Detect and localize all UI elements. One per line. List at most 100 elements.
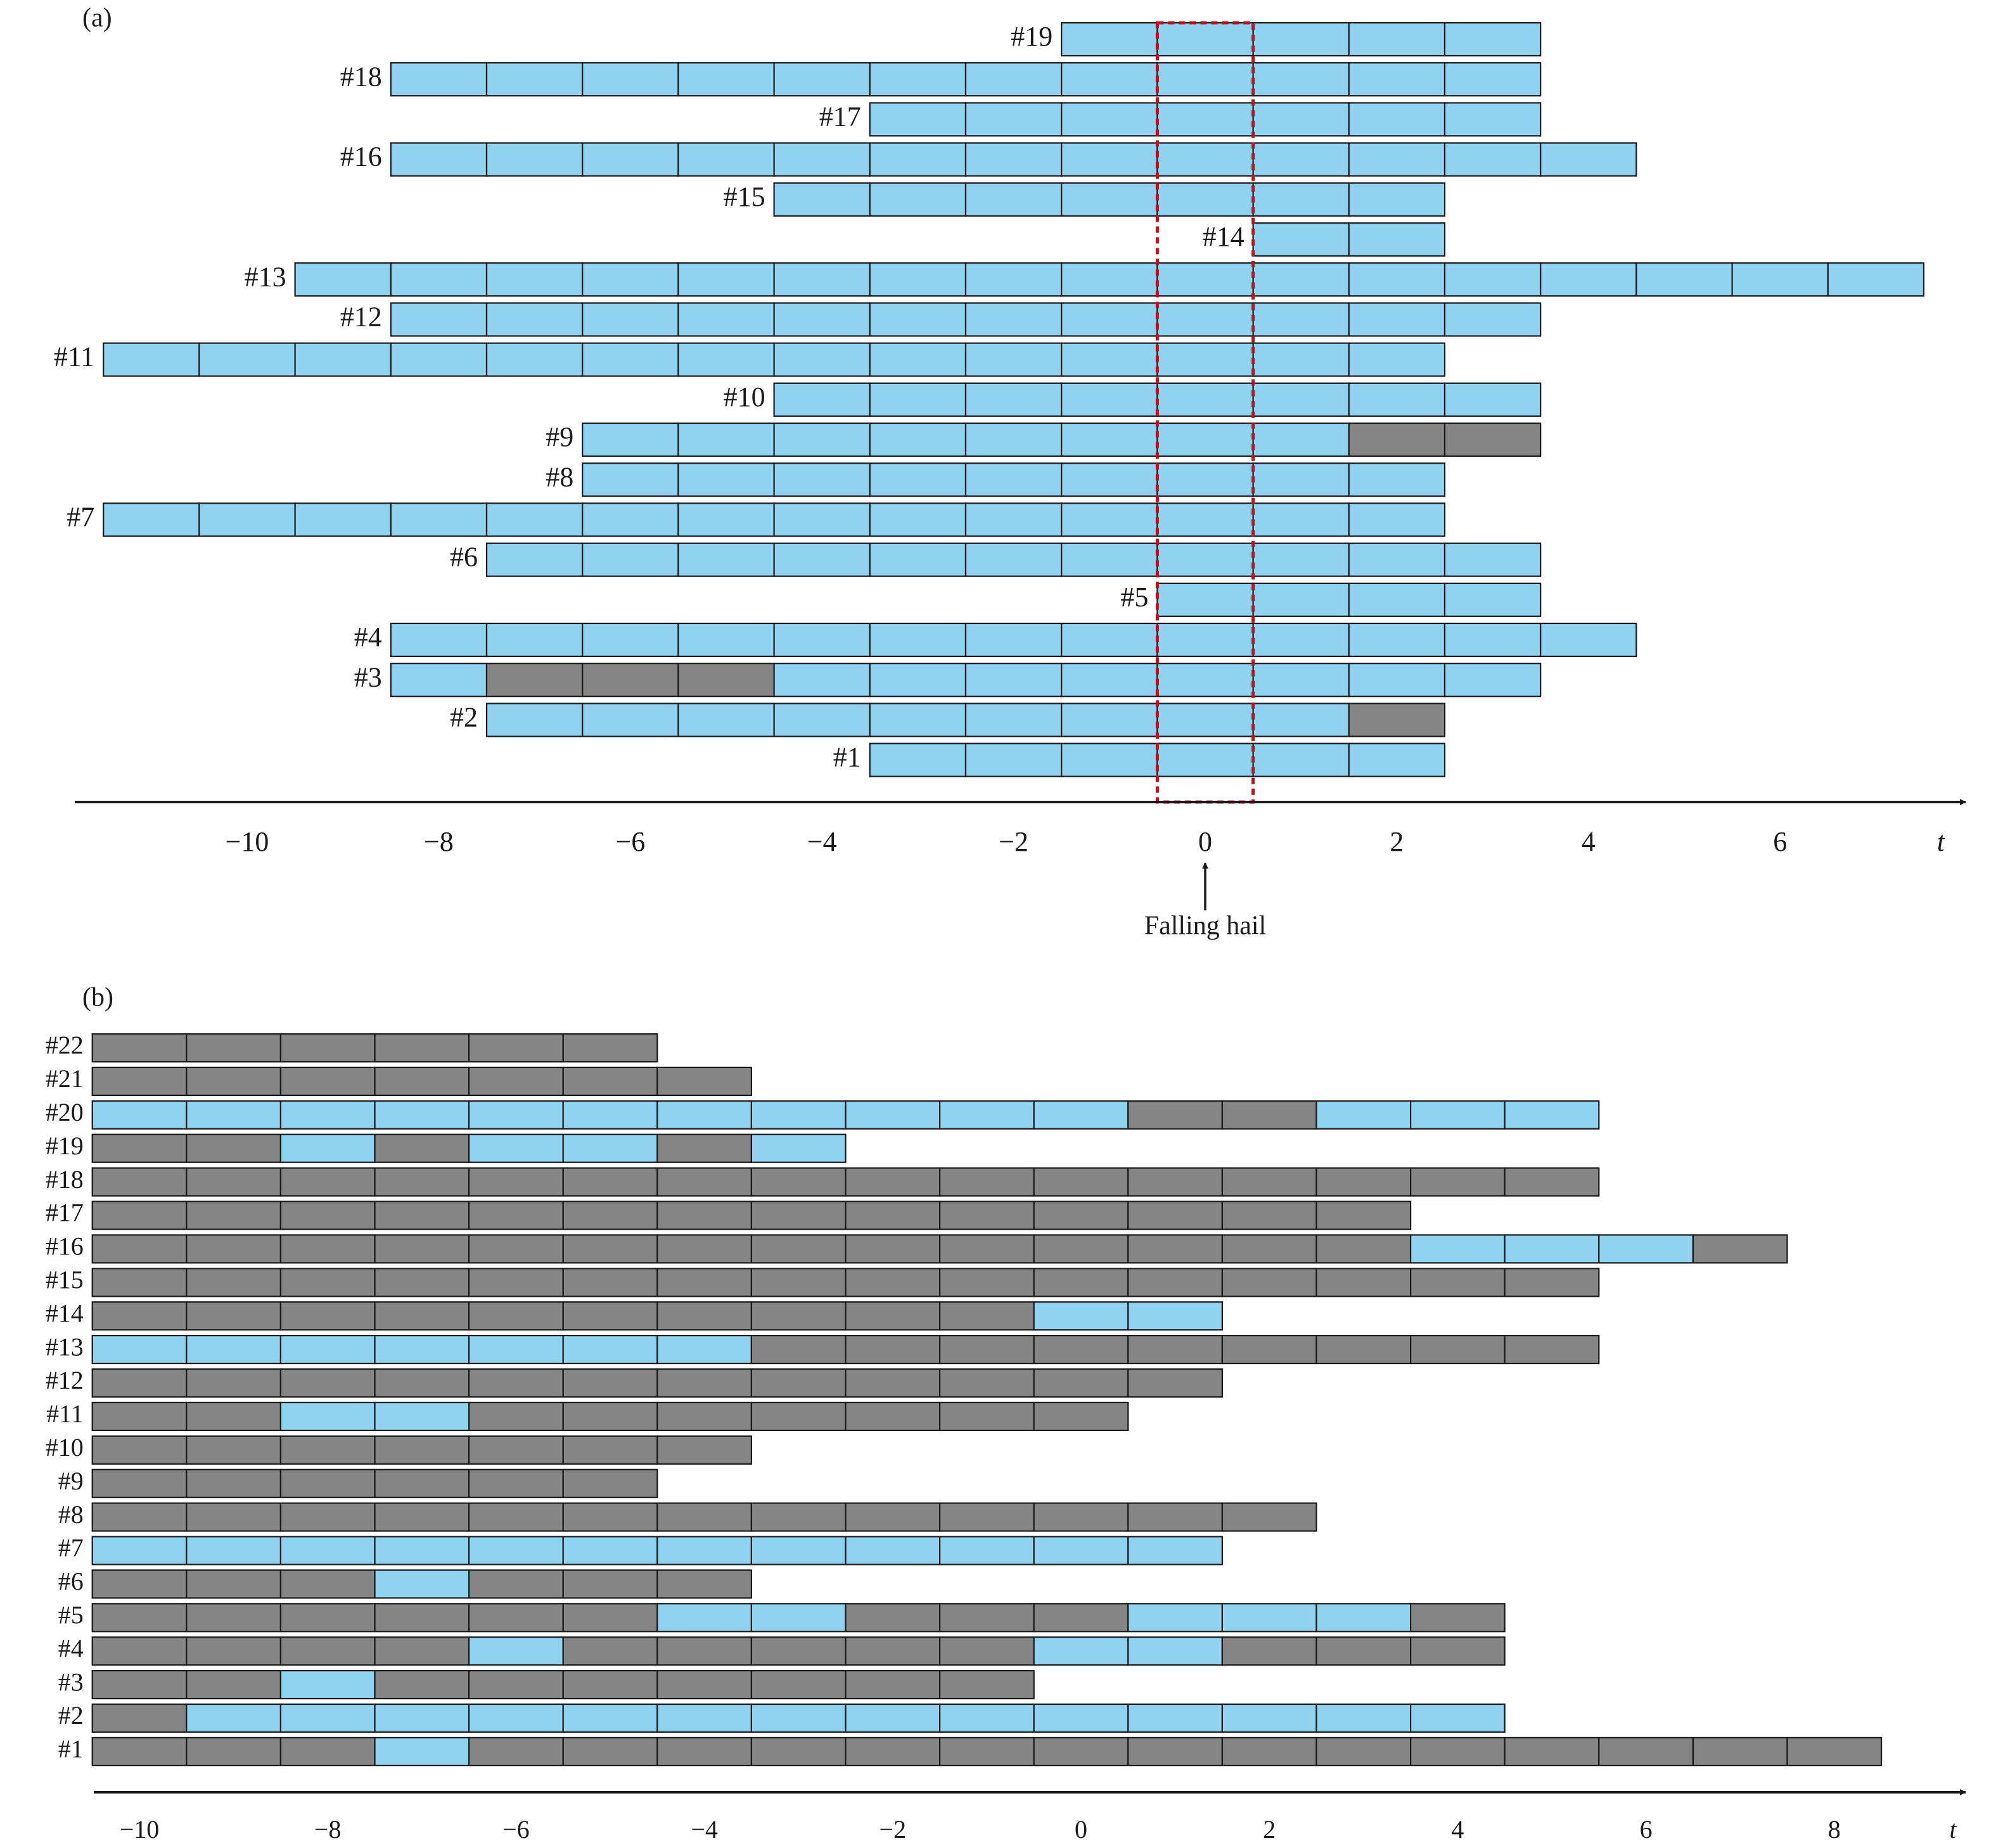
gantt-cell-light [294, 262, 392, 297]
gantt-cell-light [938, 1100, 1035, 1130]
annotation-label: Falling hail [1144, 912, 1267, 941]
gantt-cell-light [468, 1536, 564, 1565]
gantt-cell-light [1443, 622, 1542, 658]
track-label: #19 [1011, 21, 1052, 52]
gantt-cell-light [869, 502, 967, 537]
gantt-cell-dark [485, 663, 584, 698]
gantt-cell-dark [1221, 1335, 1317, 1365]
gantt-cell-light [103, 342, 200, 377]
gantt-cell-dark [1315, 1736, 1412, 1766]
gantt-cell-light [773, 703, 871, 737]
panel-label: (a) [82, 4, 112, 33]
gantt-cell-light [1127, 1301, 1224, 1331]
gantt-cell-dark [1221, 1636, 1317, 1666]
track-label: #2 [450, 701, 478, 732]
gantt-cell-dark [186, 1569, 281, 1599]
gantt-cell-light [485, 502, 584, 537]
gantt-cell-light [1443, 582, 1542, 617]
gantt-cell-light [964, 542, 1063, 577]
gantt-cell-light [964, 342, 1063, 377]
gantt-cell-dark [1033, 1401, 1129, 1431]
gantt-cell-light [390, 302, 488, 337]
gantt-cell-light [964, 742, 1063, 777]
gantt-cell-dark [1221, 1167, 1317, 1197]
track-label: #7 [58, 1534, 84, 1562]
gantt-cell-dark [938, 1201, 1035, 1230]
gantt-cell-light [1156, 462, 1254, 497]
gantt-cell-light [773, 663, 871, 698]
gantt-cell-dark [1127, 1268, 1224, 1297]
track-label: #14 [1203, 221, 1244, 252]
gantt-cell-dark [374, 1033, 470, 1063]
gantt-cell-light [374, 1536, 470, 1565]
gantt-cell-light [485, 62, 584, 97]
gantt-cell-dark [750, 1234, 847, 1264]
gantt-cell-light [677, 302, 775, 337]
gantt-cell-dark [1033, 1335, 1129, 1365]
gantt-cell-light [1156, 422, 1254, 457]
gantt-cell-dark [656, 1636, 753, 1666]
gantt-cell-light [1061, 102, 1158, 137]
gantt-cell-light [869, 182, 967, 217]
gantt-cell-dark [1315, 1636, 1412, 1666]
gantt-cell-light [1252, 22, 1350, 57]
gantt-cell-light [582, 422, 679, 457]
gantt-cell-light [750, 1603, 847, 1633]
track-label: #11 [54, 341, 94, 373]
gantt-cell-light [1315, 1603, 1412, 1633]
gantt-cell-light [1348, 342, 1446, 377]
gantt-cell-dark [468, 1569, 564, 1599]
gantt-cell-dark [938, 1401, 1035, 1431]
gantt-cell-light [485, 622, 584, 658]
gantt-cell-light [1443, 262, 1542, 297]
gantt-cell-light [1443, 542, 1542, 577]
gantt-cell-light [938, 1536, 1035, 1565]
gantt-cell-light [869, 422, 967, 457]
gantt-cell-light [773, 262, 871, 297]
gantt-cell-light [1156, 22, 1254, 57]
track-label: #10 [724, 381, 765, 412]
gantt-cell-dark [1127, 1335, 1224, 1365]
gantt-cell-light [1443, 382, 1542, 417]
gantt-cell-light [964, 462, 1063, 497]
gantt-cell-dark [750, 1670, 847, 1700]
gantt-cell-dark [750, 1736, 847, 1766]
gantt-cell-light [1348, 502, 1446, 537]
gantt-cell-light [869, 382, 967, 417]
x-tick-label: 0 [1198, 826, 1212, 857]
gantt-cell-dark [186, 1368, 281, 1398]
gantt-cell-dark [186, 1234, 281, 1264]
gantt-cell-dark [91, 1201, 188, 1230]
gantt-cell-light [750, 1703, 847, 1733]
gantt-cell-dark [656, 1670, 753, 1700]
gantt-cell-light [562, 1703, 658, 1733]
x-tick-label: −6 [615, 826, 645, 857]
gantt-cell-dark [91, 1469, 188, 1498]
gantt-cell-dark [938, 1167, 1035, 1197]
gantt-cell-light [677, 62, 775, 97]
gantt-cell-dark [562, 1167, 658, 1197]
gantt-cell-dark [279, 1066, 376, 1097]
gantt-cell-dark [750, 1636, 847, 1666]
gantt-cell-light [750, 1133, 847, 1163]
gantt-cell-light [773, 182, 871, 217]
gantt-cell-light [1061, 302, 1158, 337]
gantt-cell-dark [279, 1301, 376, 1331]
gantt-cell-dark [468, 1736, 564, 1766]
gantt-cell-light [1348, 302, 1446, 337]
gantt-cell-light [964, 102, 1063, 137]
gantt-cell-dark [1127, 1201, 1224, 1230]
gantt-cell-light [582, 462, 679, 497]
x-tick-label: −2 [880, 1815, 907, 1844]
gantt-cell-dark [468, 1201, 564, 1230]
gantt-cell-light [390, 62, 488, 97]
gantt-cell-light [964, 622, 1063, 658]
gantt-cell-light [1252, 703, 1350, 737]
gantt-cell-light [390, 142, 488, 177]
gantt-cell-dark [562, 1368, 658, 1398]
gantt-cell-light [1061, 342, 1158, 377]
gantt-cell-light [390, 342, 488, 377]
gantt-cell-dark [1033, 1368, 1129, 1398]
gantt-cell-light [374, 1703, 470, 1733]
gantt-cell-light [1252, 422, 1350, 457]
